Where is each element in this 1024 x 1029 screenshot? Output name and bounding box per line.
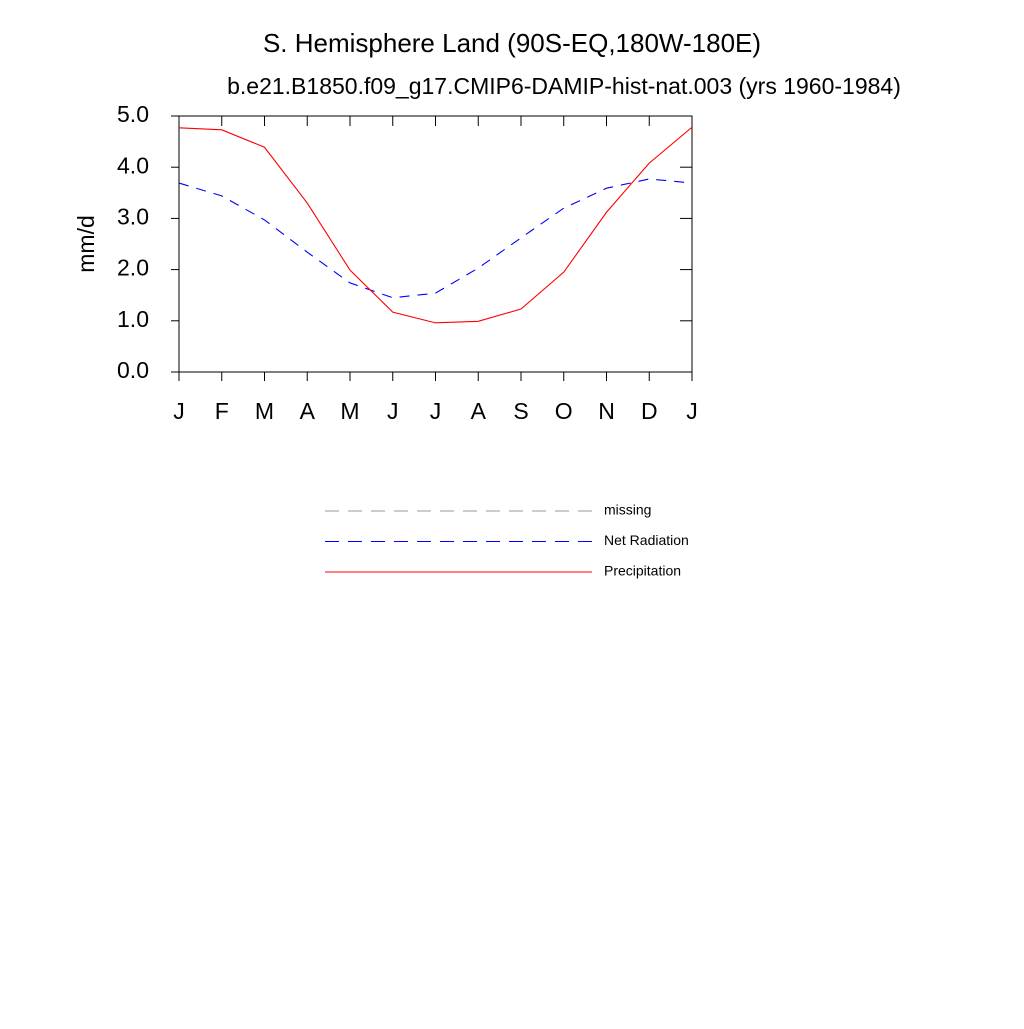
y-tick-label: 4.0 [117,152,149,178]
chart-title: S. Hemisphere Land (90S-EQ,180W-180E) [263,28,761,58]
x-tick-label: J [387,398,399,424]
x-tick-label: S [513,398,528,424]
series-line [178,126,693,324]
x-tick-label: F [215,398,229,424]
x-tick-label: N [598,398,615,424]
legend-label: Net Radiation [604,532,689,548]
x-tick-label: J [686,398,698,424]
y-tick-label: 0.0 [117,357,149,383]
plot-frame [178,115,693,373]
x-tick-label: O [555,398,573,424]
y-tick-label: 3.0 [117,203,149,229]
y-tick-label: 1.0 [117,306,149,332]
x-tick-label: A [471,398,487,424]
x-tick-label: J [430,398,442,424]
x-tick-label: A [300,398,316,424]
x-tick-label: M [340,398,359,424]
x-tick-label: M [255,398,274,424]
y-tick-label: 5.0 [117,101,149,127]
chart-subtitle: b.e21.B1850.f09_g17.CMIP6-DAMIP-hist-nat… [227,73,901,99]
legend-label: missing [604,502,651,518]
y-tick-label: 2.0 [117,255,149,281]
y-axis-label: mm/d [73,215,99,273]
x-tick-label: J [173,398,185,424]
x-tick-label: D [641,398,658,424]
series-line [178,178,693,299]
legend-label: Precipitation [604,563,681,579]
